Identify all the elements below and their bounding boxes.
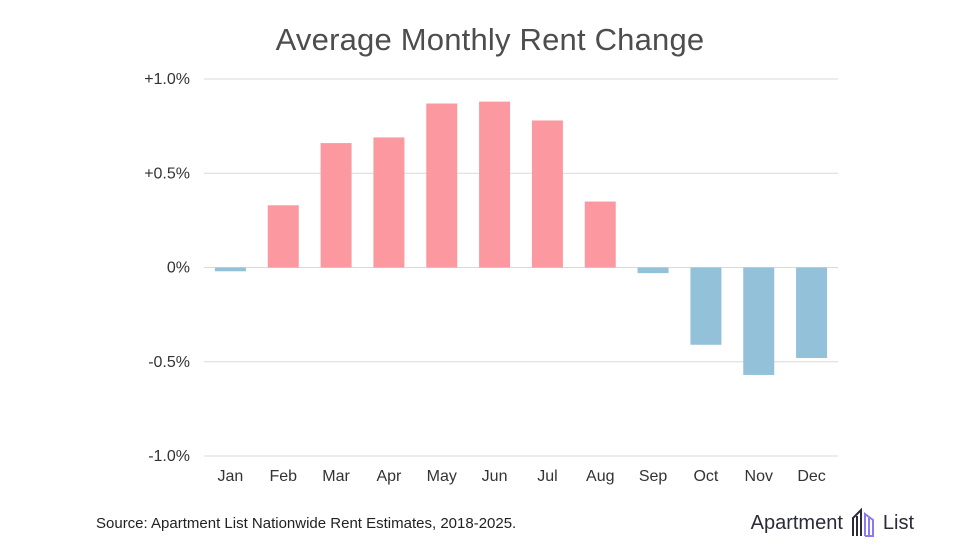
bar-aug bbox=[584, 201, 616, 268]
bars bbox=[214, 101, 828, 375]
bar-jul bbox=[531, 120, 563, 268]
bar-jun bbox=[479, 101, 511, 268]
y-tick-label: 0% bbox=[167, 260, 190, 277]
gridlines bbox=[204, 78, 838, 457]
bar-may bbox=[426, 103, 458, 268]
apartment-list-logo-icon bbox=[851, 508, 874, 537]
x-tick-label: Feb bbox=[269, 468, 297, 485]
bar-chart: +1.0% +0.5% 0% -0.5% -1.0% Jan Feb Mar Apr May Ju… bbox=[144, 71, 838, 485]
x-tick-label: Sep bbox=[639, 468, 668, 485]
x-tick-label: Jul bbox=[537, 468, 557, 485]
y-tick-label: +1.0% bbox=[144, 71, 190, 88]
bar-feb bbox=[267, 205, 299, 268]
bar-nov bbox=[743, 267, 775, 375]
source-note: Source: Apartment List Nationwide Rent E… bbox=[96, 515, 517, 532]
y-axis-ticks: +1.0% +0.5% 0% -0.5% -1.0% bbox=[144, 71, 190, 465]
x-tick-label: Mar bbox=[322, 468, 350, 485]
x-tick-label: Jun bbox=[482, 468, 508, 485]
y-tick-label: +0.5% bbox=[144, 165, 190, 182]
y-tick-label: -0.5% bbox=[148, 354, 190, 371]
x-tick-label: May bbox=[427, 468, 457, 485]
x-axis-ticks: Jan Feb Mar Apr May Jun Jul Aug Sep Oct Nov Dec bbox=[218, 468, 826, 485]
bar-apr bbox=[373, 137, 405, 268]
x-tick-label: Dec bbox=[797, 468, 825, 485]
bar-mar bbox=[320, 143, 352, 268]
bar-jan bbox=[214, 267, 246, 272]
x-tick-label: Oct bbox=[693, 468, 718, 485]
brand-name-right: List bbox=[882, 511, 914, 534]
x-tick-label: Jan bbox=[218, 468, 244, 485]
brand-logo[interactable]: Apartment List bbox=[751, 508, 914, 538]
brand-name-left: Apartment bbox=[750, 511, 843, 534]
x-tick-label: Apr bbox=[376, 468, 402, 485]
x-tick-label: Nov bbox=[745, 468, 773, 485]
bar-sep bbox=[637, 267, 669, 274]
x-tick-label: Aug bbox=[586, 468, 614, 485]
bar-oct bbox=[690, 267, 722, 345]
chart-title: Average Monthly Rent Change bbox=[275, 22, 705, 57]
y-tick-label: -1.0% bbox=[148, 448, 190, 465]
bar-dec bbox=[796, 267, 828, 358]
